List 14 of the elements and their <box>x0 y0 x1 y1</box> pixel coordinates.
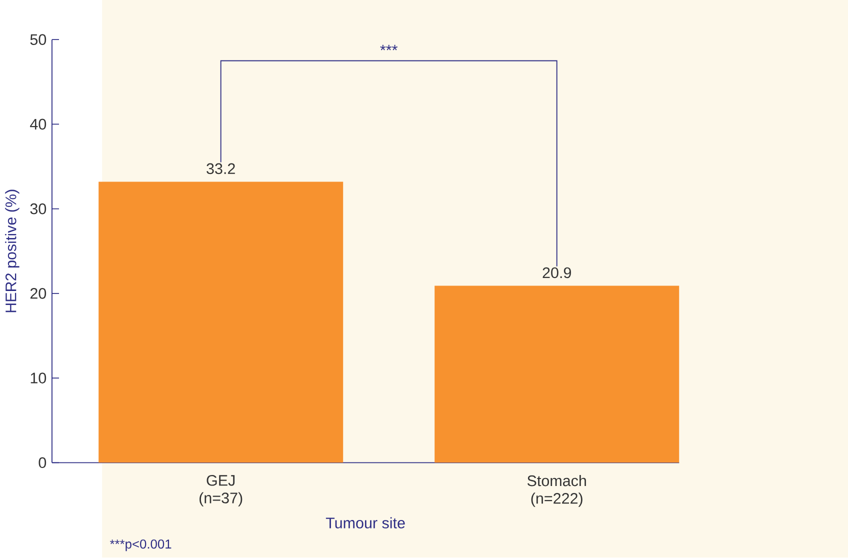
annotation: *** <box>380 45 398 50</box>
data-label: 20.9 <box>542 268 571 278</box>
x-tick-label: GEJ (n=37) <box>200 475 242 507</box>
text: ***p<0.001 <box>110 540 172 552</box>
y-axis-title: HER2 positive (%) <box>5 190 20 312</box>
data-label: 33.2 <box>206 163 235 174</box>
y-tick-label: 40 <box>30 118 46 130</box>
y-tick-label: 0 <box>38 457 46 468</box>
x-tick-label: Stomach (n=222) <box>527 475 586 507</box>
y-tick-label: 50 <box>30 34 46 46</box>
x-axis-title: Tumour site <box>326 517 405 529</box>
y-tick-label: 10 <box>30 372 46 384</box>
y-tick-label: 30 <box>30 204 46 214</box>
y-tick-label: 20 <box>30 288 46 299</box>
